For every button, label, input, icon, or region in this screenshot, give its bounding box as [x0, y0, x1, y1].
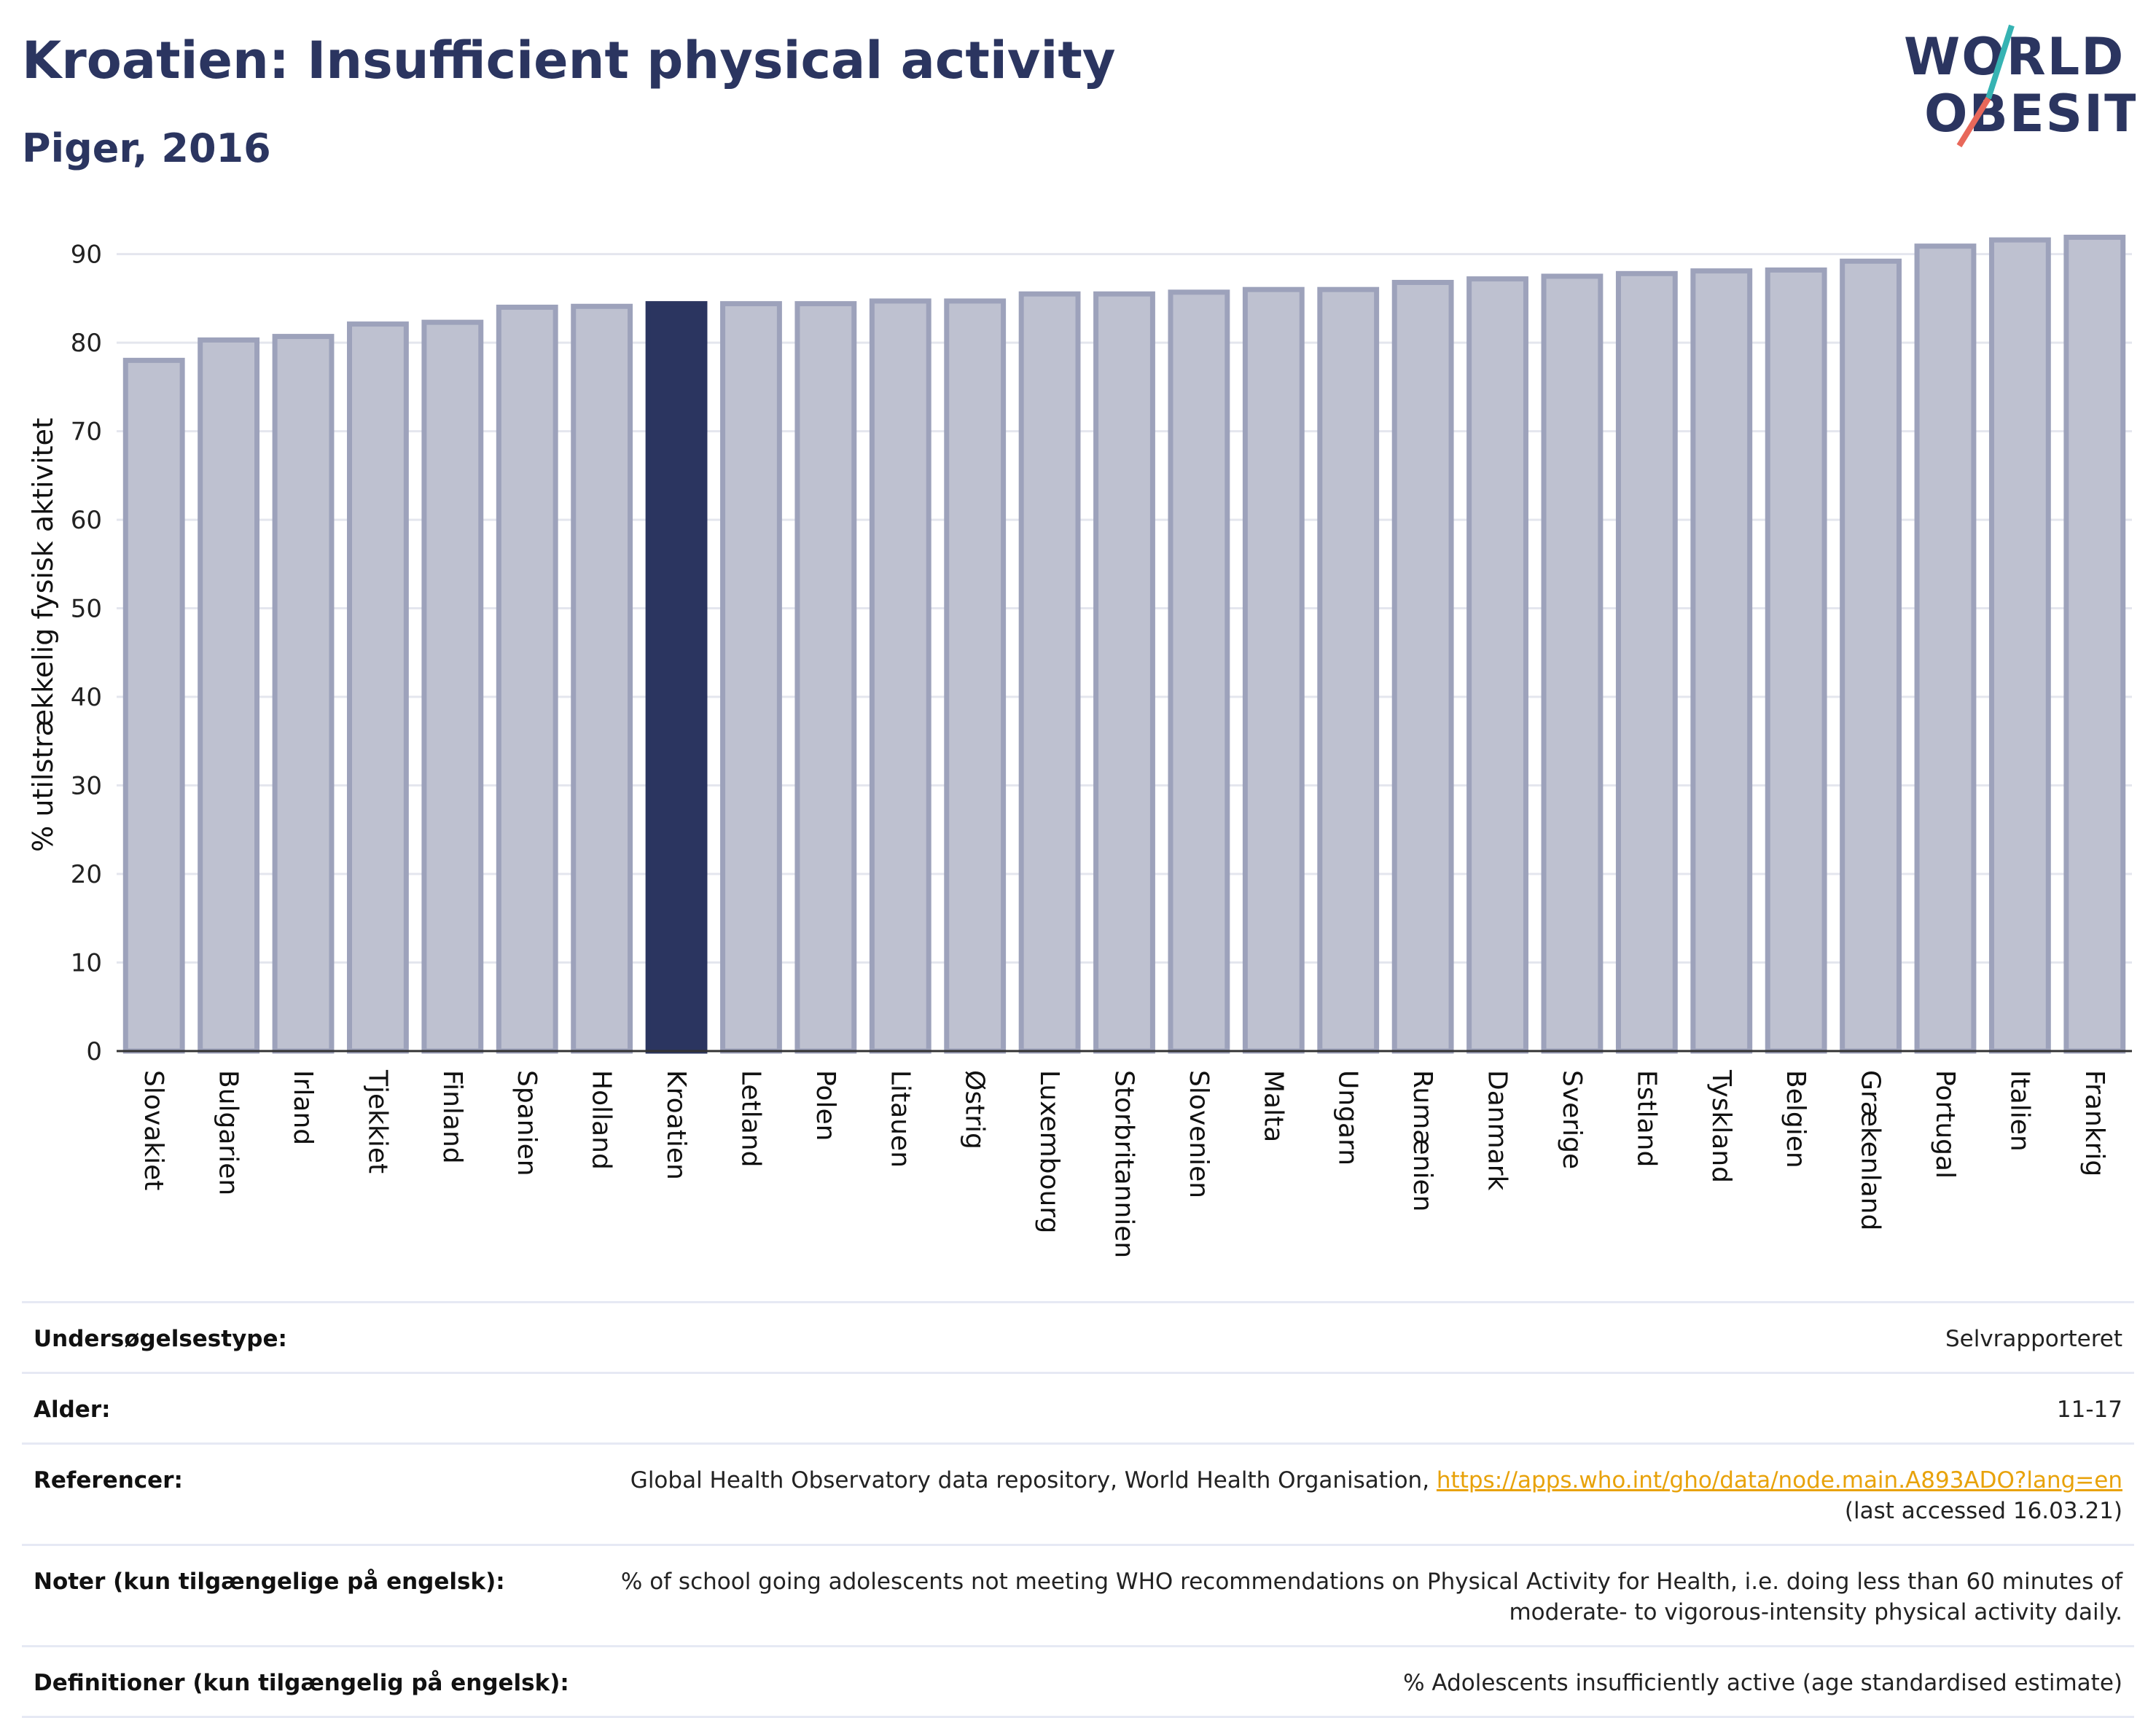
meta-row-age: Alder: 11-17	[22, 1374, 2134, 1445]
meta-row-notes: Noter (kun tilgængelige på engelsk): % o…	[22, 1546, 2134, 1647]
page-title: Kroatien: Insufficient physical activity	[22, 31, 1116, 90]
bar-litauen	[869, 298, 931, 1054]
meta-row-survey-type: Undersøgelsestype: Selvrapporteret	[22, 1303, 2134, 1374]
x-tick-label: Storbritannien	[1109, 1070, 1139, 1258]
bar-belgien	[1765, 267, 1827, 1054]
bar-holland	[571, 303, 633, 1054]
bar-rumænien	[1391, 279, 1454, 1054]
reference-accessed: (last accessed 16.03.21)	[1844, 1498, 2122, 1524]
y-tick-label: 10	[71, 949, 102, 978]
x-tick-label: Kroatien	[661, 1070, 691, 1180]
meta-value: % of school going adolescents not meetin…	[620, 1569, 2122, 1625]
chart-subtitle: Piger, 2016	[22, 125, 271, 171]
bar-irland	[272, 334, 335, 1054]
bar-spanien	[496, 304, 558, 1054]
meta-row-references: Referencer: Global Health Observatory da…	[22, 1445, 2134, 1546]
x-tick-label: Slovenien	[1184, 1070, 1214, 1198]
x-tick-label: Letland	[735, 1070, 765, 1167]
bar-storbritannien	[1093, 291, 1155, 1054]
y-tick-label: 70	[71, 418, 102, 447]
y-tick-label: 20	[71, 860, 102, 889]
meta-value-references: Global Health Observatory data repositor…	[630, 1465, 2122, 1526]
bar-østrig	[944, 298, 1007, 1054]
bar-grækenland	[1840, 258, 1902, 1054]
y-tick-label: 60	[71, 506, 102, 535]
logo-text-obesity: OBESITY	[1924, 84, 2136, 144]
x-tick-label: Litauen	[885, 1070, 915, 1168]
bar-estland	[1615, 270, 1678, 1054]
bar-malta	[1242, 286, 1305, 1054]
x-tick-label: Ungarn	[1333, 1070, 1363, 1165]
bar-ungarn	[1317, 286, 1380, 1054]
meta-label: Definitioner (kun tilgængelig på engelsk…	[34, 1670, 569, 1696]
x-tick-label: Malta	[1258, 1070, 1288, 1142]
x-tick-label: Portugal	[1930, 1070, 1960, 1179]
x-tick-label: Sverige	[1557, 1070, 1587, 1169]
meta-value: % Adolescents insufficiently active (age…	[1403, 1670, 2122, 1696]
x-tick-label: Polen	[811, 1070, 840, 1141]
bar-portugal	[1914, 243, 1977, 1054]
x-tick-label: Belgien	[1781, 1070, 1811, 1168]
x-tick-label: Estland	[1631, 1070, 1661, 1167]
meta-row-definitions: Definitioner (kun tilgængelig på engelsk…	[22, 1647, 2134, 1718]
bar-chart: 0 10 20 30 40 50 60 70 80 90 % utilstrækkelig fysi…	[27, 235, 2132, 1259]
labels-layer: 0 10 20 30 40 50 60 70 80 90 % utilstrækkelig fysi…	[27, 241, 2109, 1259]
meta-value: Selvrapporteret	[1945, 1326, 2122, 1352]
bar-slovenien	[1168, 289, 1230, 1054]
x-tick-label: Holland	[587, 1070, 617, 1170]
bar-slovakiet	[122, 357, 185, 1054]
bar-frankrig	[2063, 235, 2126, 1054]
meta-label: Undersøgelsestype:	[34, 1326, 287, 1352]
logo-slash-coral	[1956, 96, 1991, 148]
x-tick-label: Rumænien	[1407, 1070, 1437, 1211]
bars-layer	[122, 235, 2126, 1054]
meta-label: Alder:	[34, 1397, 111, 1423]
bar-bulgarien	[198, 337, 260, 1054]
reference-link[interactable]: https://apps.who.int/gho/data/node.main.…	[1436, 1467, 2122, 1494]
metadata-table: Undersøgelsestype: Selvrapporteret Alder…	[22, 1301, 2134, 1718]
x-tick-label: Frankrig	[2079, 1070, 2109, 1176]
logo-text-world: WORLD	[1904, 27, 2125, 87]
bar-italien	[1988, 237, 2051, 1054]
y-tick-label: 90	[71, 241, 102, 270]
y-axis-title: % utilstrækkelig fysisk aktivitet	[27, 418, 59, 852]
x-tick-label: Tjekkiet	[362, 1069, 392, 1174]
x-tick-label: Italien	[2004, 1070, 2034, 1152]
bar-tjekkiet	[347, 321, 409, 1054]
bar-letland	[720, 301, 782, 1054]
world-obesity-logo: WORLD OBESITY	[1904, 24, 2136, 148]
bar-finland	[421, 319, 484, 1054]
reference-text: Global Health Observatory data repositor…	[630, 1467, 1437, 1494]
y-tick-label: 30	[71, 772, 102, 801]
meta-value: 11-17	[2056, 1397, 2122, 1423]
x-tick-label: Irland	[288, 1070, 318, 1145]
x-tick-label: Slovakiet	[138, 1070, 168, 1190]
x-tick-label: Østrig	[960, 1070, 990, 1149]
x-tick-label: Tyskland	[1706, 1069, 1736, 1183]
y-tick-label: 50	[71, 595, 102, 624]
bar-tyskland	[1690, 268, 1753, 1054]
meta-label: Noter (kun tilgængelige på engelsk):	[34, 1569, 505, 1595]
x-tick-label: Spanien	[512, 1070, 542, 1176]
bar-polen	[794, 301, 857, 1054]
bar-sverige	[1541, 273, 1604, 1054]
bar-danmark	[1466, 276, 1528, 1054]
bar-kroatien	[645, 301, 708, 1054]
x-tick-label: Danmark	[1483, 1070, 1512, 1191]
x-tick-label: Bulgarien	[214, 1070, 243, 1195]
y-tick-label: 80	[71, 329, 102, 358]
x-tick-label: Finland	[437, 1070, 467, 1164]
y-tick-label: 40	[71, 683, 102, 712]
logo-slash-teal	[1985, 24, 2015, 100]
x-tick-label: Luxembourg	[1034, 1070, 1064, 1233]
y-tick-label: 0	[86, 1037, 102, 1066]
bar-luxembourg	[1018, 291, 1081, 1054]
meta-label: Referencer:	[34, 1467, 183, 1494]
x-tick-label: Grækenland	[1856, 1070, 1886, 1230]
